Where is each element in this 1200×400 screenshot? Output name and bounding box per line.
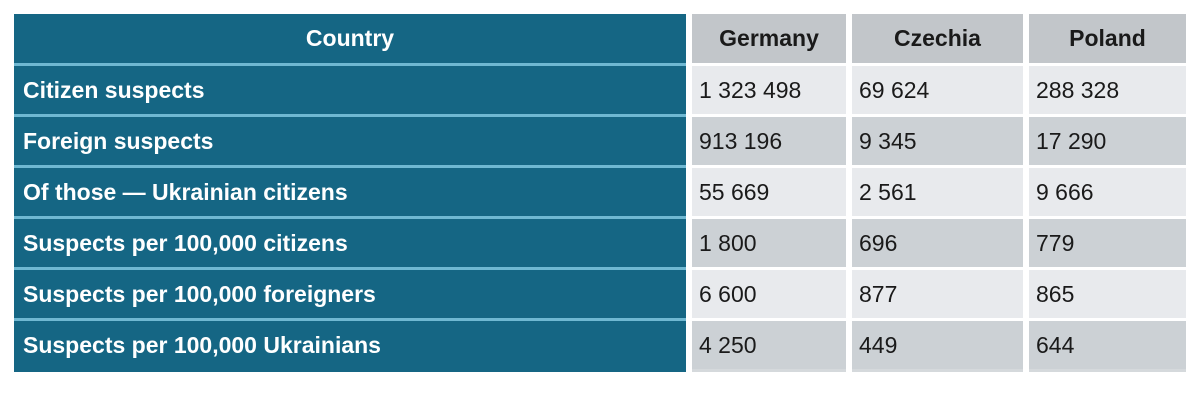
row-label-per-100k-ukrainians: Suspects per 100,000 Ukrainians	[14, 321, 686, 372]
data-cell: 644	[1029, 321, 1186, 372]
row-label-foreign-suspects: Foreign suspects	[14, 117, 686, 168]
data-cell: 17 290	[1029, 117, 1186, 168]
data-cell: 288 328	[1029, 66, 1186, 117]
row-label-citizen-suspects: Citizen suspects	[14, 66, 686, 117]
data-cell: 6 600	[692, 270, 846, 321]
data-cell: 69 624	[852, 66, 1023, 117]
data-cell: 2 561	[852, 168, 1023, 219]
column-header-czechia: Czechia	[852, 14, 1023, 66]
data-cell: 913 196	[692, 117, 846, 168]
row-label-ukrainian-citizens: Of those — Ukrainian citizens	[14, 168, 686, 219]
data-cell: 9 345	[852, 117, 1023, 168]
column-header-germany: Germany	[692, 14, 846, 66]
data-cell: 1 323 498	[692, 66, 846, 117]
row-label-per-100k-foreigners: Suspects per 100,000 foreigners	[14, 270, 686, 321]
data-cell: 9 666	[1029, 168, 1186, 219]
data-cell: 1 800	[692, 219, 846, 270]
column-header-poland: Poland	[1029, 14, 1186, 66]
data-cell: 779	[1029, 219, 1186, 270]
table-header-country: Country	[14, 14, 686, 66]
data-cell: 877	[852, 270, 1023, 321]
data-cell: 696	[852, 219, 1023, 270]
suspects-statistics-table: Country Germany Czechia Poland Citizen s…	[14, 14, 1186, 372]
data-cell: 865	[1029, 270, 1186, 321]
data-cell: 4 250	[692, 321, 846, 372]
row-label-per-100k-citizens: Suspects per 100,000 citizens	[14, 219, 686, 270]
data-cell: 449	[852, 321, 1023, 372]
data-cell: 55 669	[692, 168, 846, 219]
